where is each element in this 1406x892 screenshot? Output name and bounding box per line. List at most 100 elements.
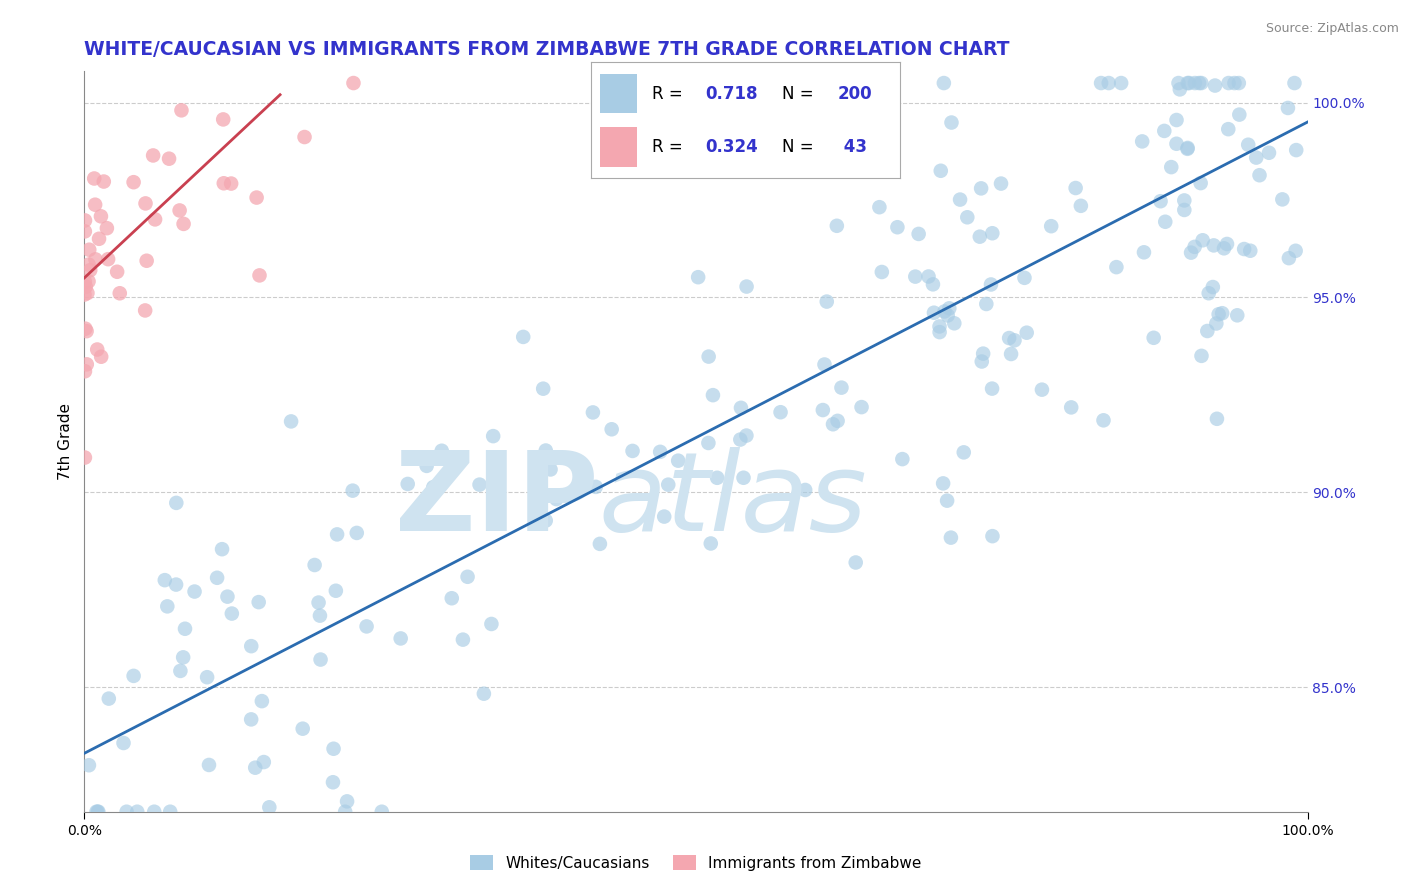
Point [195, 670, 218, 684]
Point [159, 805, 181, 819]
Point [472, 687, 495, 701]
Point [1090, 76, 1112, 90]
Point [981, 529, 1004, 543]
Point [73, 287, 96, 301]
Point [211, 542, 233, 557]
Point [813, 358, 835, 372]
Point [245, 761, 267, 775]
Point [1109, 76, 1132, 90]
Point [941, 115, 963, 129]
Point [1000, 347, 1022, 361]
Point [75, 321, 97, 335]
Point [845, 556, 868, 570]
Point [652, 509, 675, 524]
Point [1237, 137, 1260, 152]
Point [886, 220, 908, 235]
Point [73, 224, 96, 238]
Point [936, 309, 959, 323]
Point [1244, 151, 1267, 165]
Point [87, 232, 110, 246]
Text: atlas: atlas [598, 447, 866, 554]
Text: 200: 200 [838, 85, 873, 103]
Point [1218, 122, 1240, 136]
Point [84, 197, 107, 211]
Point [1173, 194, 1195, 208]
Point [981, 382, 1004, 396]
Point [75, 280, 97, 294]
Point [621, 444, 644, 458]
Point [325, 583, 347, 598]
Point [212, 176, 235, 190]
Point [1198, 286, 1220, 301]
Point [928, 325, 950, 339]
Point [851, 400, 873, 414]
FancyBboxPatch shape [600, 74, 637, 113]
Point [1166, 136, 1188, 151]
Point [198, 758, 221, 772]
Point [932, 76, 955, 90]
Point [702, 388, 724, 402]
Point [1233, 242, 1256, 256]
Point [322, 775, 344, 789]
Point [371, 805, 394, 819]
Point [309, 608, 332, 623]
Point [333, 805, 356, 819]
Point [811, 403, 834, 417]
Point [115, 805, 138, 819]
Point [135, 196, 157, 211]
Text: 0.324: 0.324 [704, 138, 758, 156]
Point [170, 103, 193, 118]
Point [79, 263, 101, 277]
Point [294, 130, 316, 145]
Point [84, 252, 107, 267]
Y-axis label: 7th Grade: 7th Grade [58, 403, 73, 480]
Point [482, 429, 505, 443]
Point [970, 181, 993, 195]
Point [697, 436, 720, 450]
Point [939, 531, 962, 545]
Point [1218, 76, 1240, 90]
Point [165, 577, 187, 591]
Point [936, 493, 959, 508]
Point [1227, 107, 1250, 121]
Point [212, 112, 235, 127]
Point [205, 571, 228, 585]
Point [336, 794, 359, 808]
Point [1197, 324, 1219, 338]
Point [1040, 219, 1063, 234]
Point [1226, 308, 1249, 322]
Point [540, 462, 562, 476]
Point [1160, 160, 1182, 174]
Point [157, 152, 180, 166]
Point [253, 755, 276, 769]
Text: R =: R = [652, 85, 689, 103]
Point [73, 364, 96, 378]
Point [217, 590, 239, 604]
Point [165, 496, 187, 510]
Point [1211, 306, 1233, 320]
Point [1167, 76, 1189, 90]
Point [582, 405, 605, 419]
Point [1060, 401, 1083, 415]
Point [169, 203, 191, 218]
Point [1189, 176, 1212, 190]
Point [481, 617, 503, 632]
Point [1285, 143, 1308, 157]
Point [1177, 142, 1199, 156]
Point [907, 227, 929, 241]
Point [827, 414, 849, 428]
Point [86, 805, 108, 819]
Point [249, 268, 271, 283]
Point [1191, 349, 1213, 363]
Point [972, 346, 994, 360]
Point [396, 477, 419, 491]
Point [240, 712, 263, 726]
Point [415, 458, 437, 473]
Point [769, 405, 792, 419]
Point [87, 805, 110, 819]
Point [917, 269, 939, 284]
Point [700, 536, 723, 550]
Point [932, 476, 955, 491]
Point [928, 319, 950, 334]
Point [135, 253, 157, 268]
